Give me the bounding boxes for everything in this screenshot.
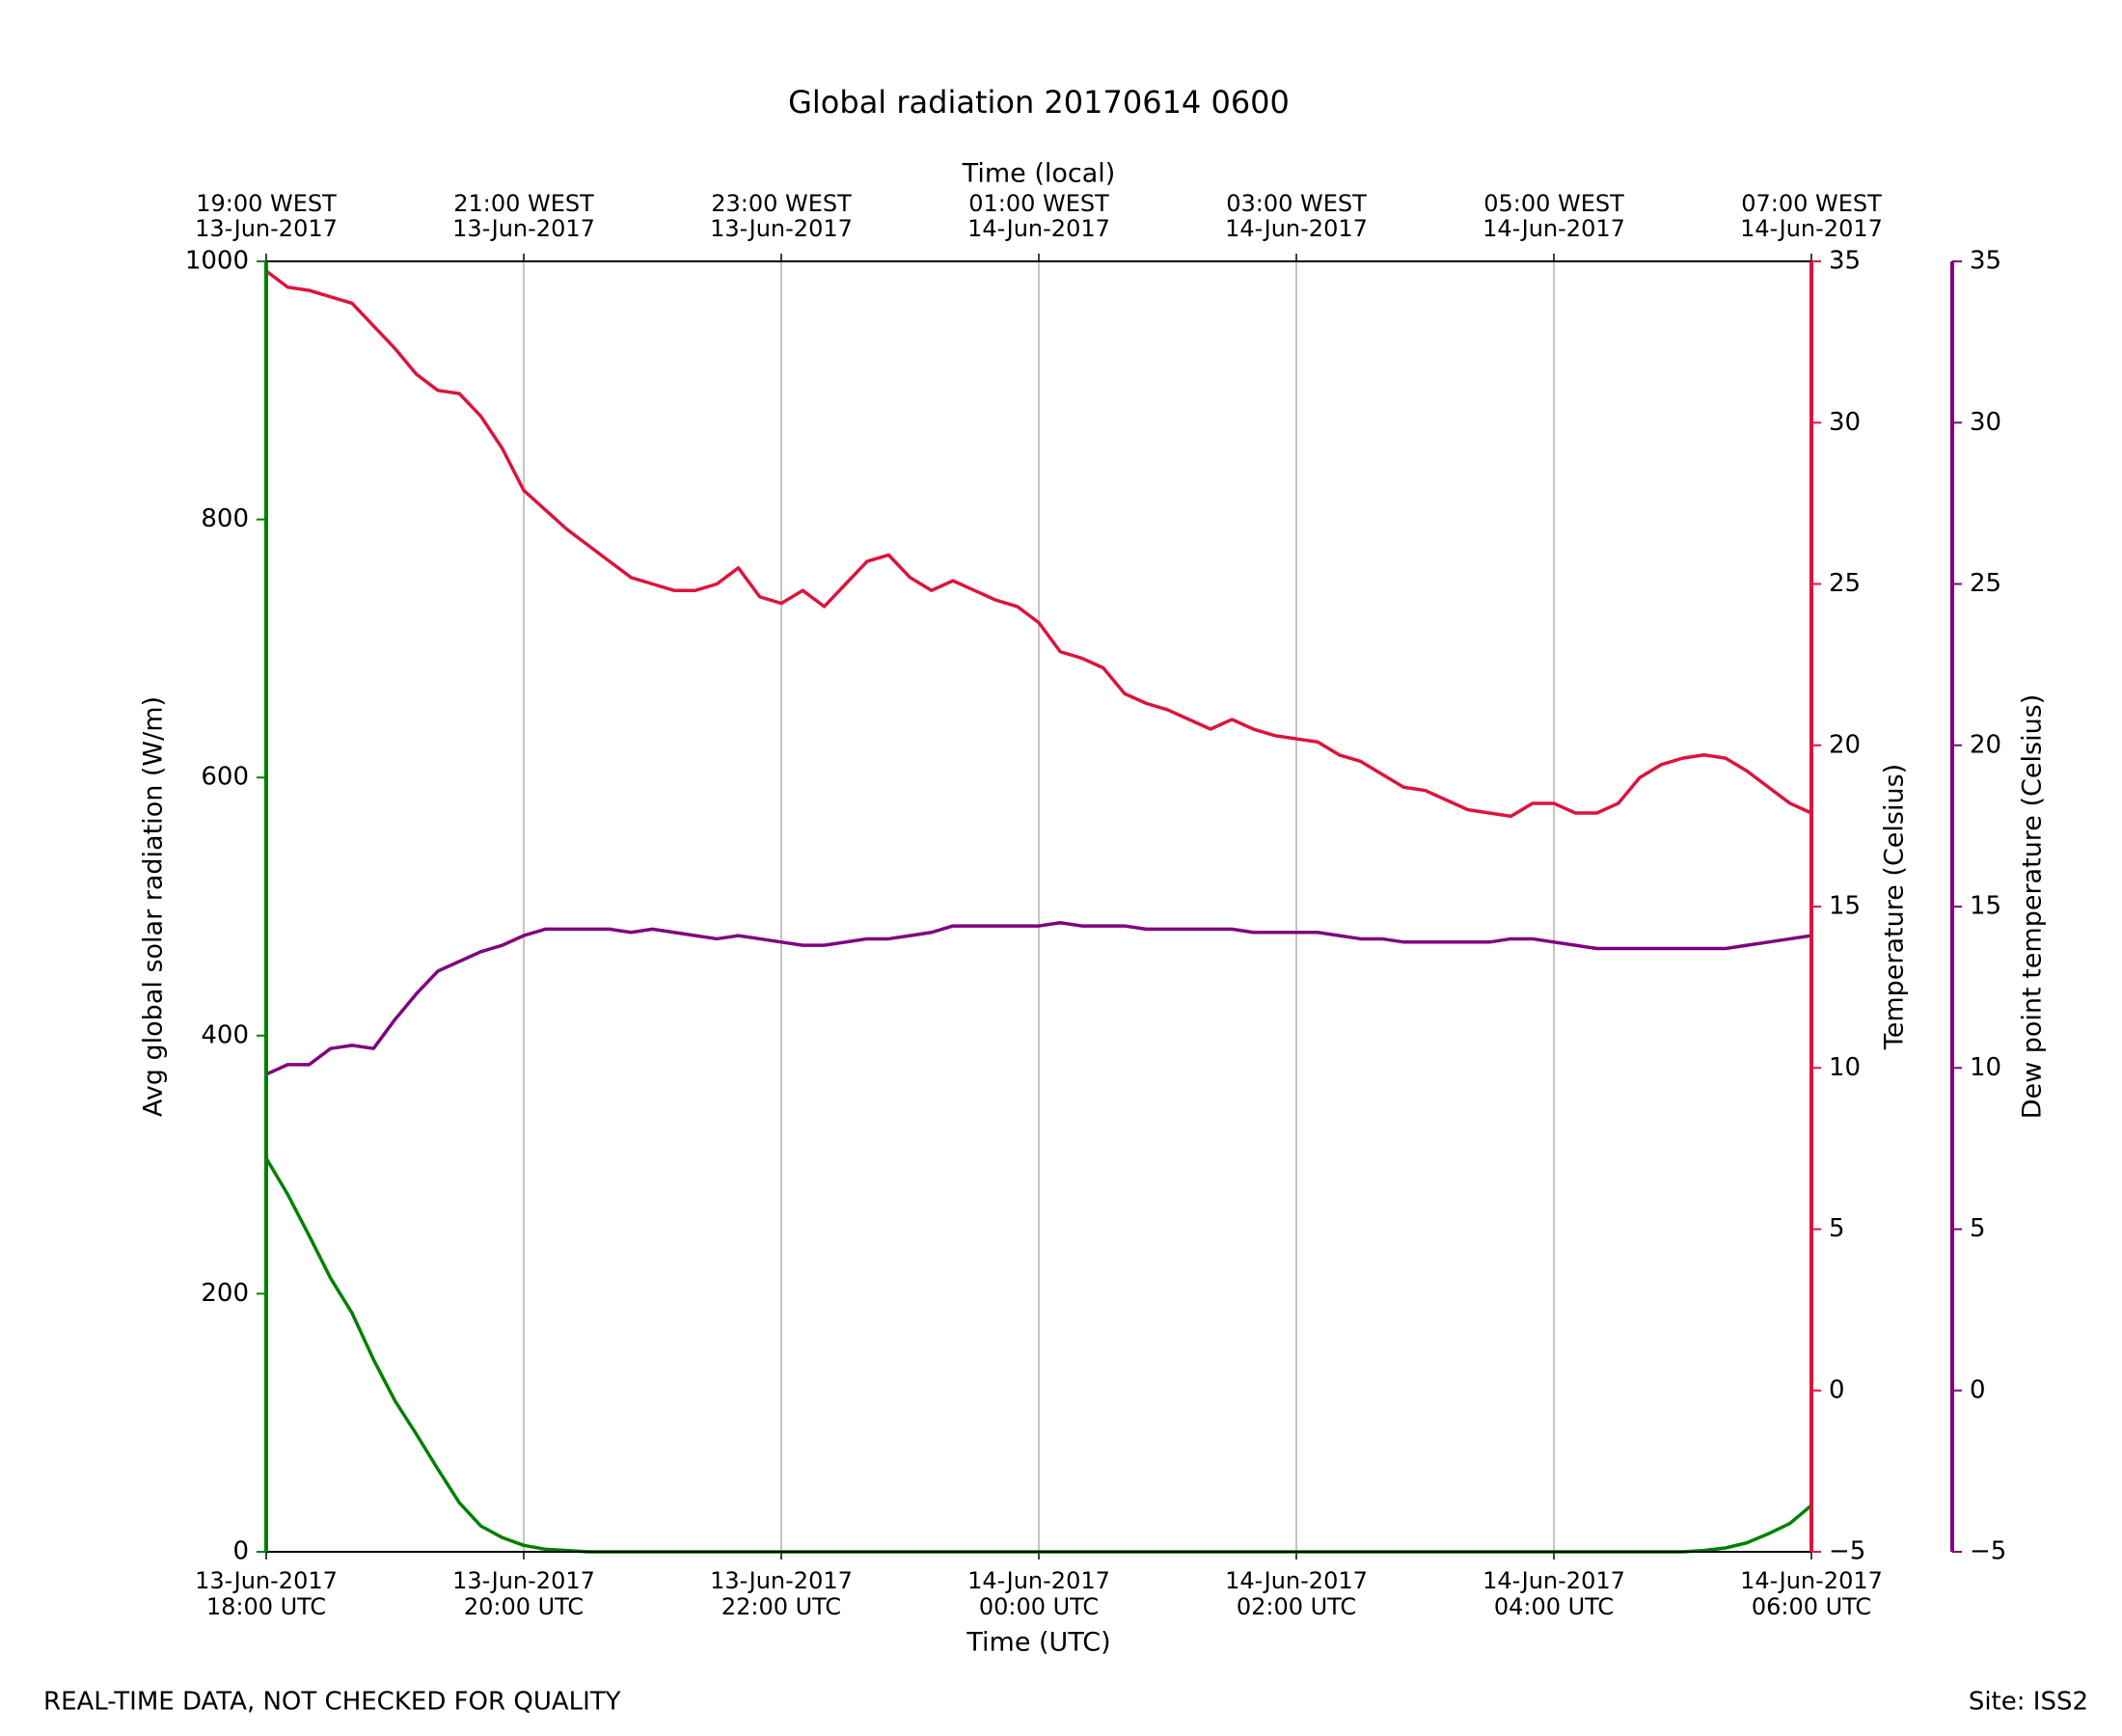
y-tick-label: 200 [201,1279,249,1308]
y-tick-label: 0 [232,1537,249,1566]
x2-tick-label-line: 01:00 WEST [968,190,1109,217]
x2-tick-label-line: 19:00 WEST [196,190,337,217]
y3-tick-label: 20 [1970,730,2001,759]
x2-tick-label: 21:00 WEST 13-Jun-2017 [452,190,595,242]
y2-tick-label: 30 [1829,408,1861,437]
x-tick-label-line: 04:00 UTC [1494,1593,1614,1620]
x-tick-label-line: 13-Jun-2017 [452,1567,595,1594]
x2-tick-label-line: 14-Jun-2017 [1740,215,1883,242]
x2-tick-label-line: 03:00 WEST [1226,190,1367,217]
x2-tick-label: 05:00 WEST 14-Jun-2017 [1483,190,1625,242]
y3-tick-label: −5 [1970,1537,2006,1566]
x-tick-label: 13-Jun-2017 18:00 UTC [195,1567,338,1620]
y-tick-label: 800 [201,504,249,533]
x-tick-label-line: 14-Jun-2017 [967,1567,1110,1594]
x-tick-label: 14-Jun-2017 04:00 UTC [1483,1567,1625,1620]
y3-axis-label: Dew point temperature (Celsius) [2018,694,2048,1120]
x2-tick-label-line: 13-Jun-2017 [452,215,595,242]
x-tick-label-line: 20:00 UTC [464,1593,584,1620]
x-tick-label: 14-Jun-2017 02:00 UTC [1225,1567,1368,1620]
y2-tick-label: 35 [1829,247,1861,276]
x-tick-label-line: 00:00 UTC [979,1593,1099,1620]
y-tick-label: 400 [201,1020,249,1049]
y2-tick-label: 25 [1829,569,1861,598]
x-tick-label-line: 13-Jun-2017 [195,1567,338,1594]
y3-tick-label: 5 [1970,1214,1986,1243]
x2-tick-label-line: 14-Jun-2017 [1483,215,1625,242]
y2-tick-label: 20 [1829,730,1861,759]
x-tick-label-line: 06:00 UTC [1752,1593,1871,1620]
y-axis-label: Avg global solar radiation (W/m) [139,696,169,1117]
x-tick-label: 13-Jun-2017 20:00 UTC [452,1567,595,1620]
chart-title: Global radiation 20170614 0600 [788,84,1290,121]
x2-tick-label-line: 05:00 WEST [1483,190,1624,217]
y2-tick-label: −5 [1829,1537,1865,1566]
y2-tick-label: 10 [1829,1053,1861,1082]
y2-axis-label: Temperature (Celsius) [1880,764,1910,1050]
site-label: Site: ISS2 [1969,1688,2088,1717]
x2-tick-label-line: 07:00 WEST [1741,190,1882,217]
x2-tick-label-line: 14-Jun-2017 [1225,215,1368,242]
y3-tick-label: 30 [1970,408,2001,437]
x2-tick-label-line: 13-Jun-2017 [195,215,338,242]
x-tick-label: 13-Jun-2017 22:00 UTC [710,1567,853,1620]
x2-tick-label-line: 23:00 WEST [711,190,852,217]
y2-tick-label: 5 [1829,1214,1845,1243]
x2-tick-label: 01:00 WEST 14-Jun-2017 [967,190,1110,242]
x-tick-label-line: 18:00 UTC [206,1593,326,1620]
x-tick-label: 14-Jun-2017 00:00 UTC [967,1567,1110,1620]
x2-tick-label: 23:00 WEST 13-Jun-2017 [710,190,853,242]
data-line [264,269,1812,819]
x-axis-label: Time (UTC) [966,1628,1110,1658]
x-tick-label-line: 14-Jun-2017 [1740,1567,1883,1594]
x2-tick-label: 03:00 WEST 14-Jun-2017 [1225,190,1368,242]
y-tick-label: 600 [201,763,249,792]
x-tick-label-line: 02:00 UTC [1237,1593,1356,1620]
y3-tick-label: 25 [1970,569,2001,598]
x2-tick-label-line: 21:00 WEST [453,190,594,217]
y3-tick-label: 15 [1970,892,2001,921]
x-tick-label-line: 22:00 UTC [721,1593,841,1620]
x2-tick-label: 07:00 WEST 14-Jun-2017 [1740,190,1883,242]
y-tick-label: 1000 [185,247,249,276]
y2-tick-label: 15 [1829,892,1861,921]
x2-tick-label-line: 13-Jun-2017 [710,215,853,242]
x2-tick-label-line: 14-Jun-2017 [967,215,1110,242]
x-tick-label-line: 14-Jun-2017 [1483,1567,1625,1594]
x-tick-label-line: 13-Jun-2017 [710,1567,853,1594]
x-tick-label: 14-Jun-2017 06:00 UTC [1740,1567,1883,1620]
y3-tick-label: 10 [1970,1053,2001,1082]
x-tick-label-line: 14-Jun-2017 [1225,1567,1368,1594]
x2-axis-label: Time (local) [962,159,1116,189]
footer-note: REAL-TIME DATA, NOT CHECKED FOR QUALITY [43,1688,621,1717]
x2-tick-label: 19:00 WEST 13-Jun-2017 [195,190,338,242]
y3-tick-label: 0 [1970,1375,1986,1404]
y3-tick-label: 35 [1970,247,2001,276]
data-line [265,920,1812,1076]
y2-tick-label: 0 [1829,1375,1845,1404]
